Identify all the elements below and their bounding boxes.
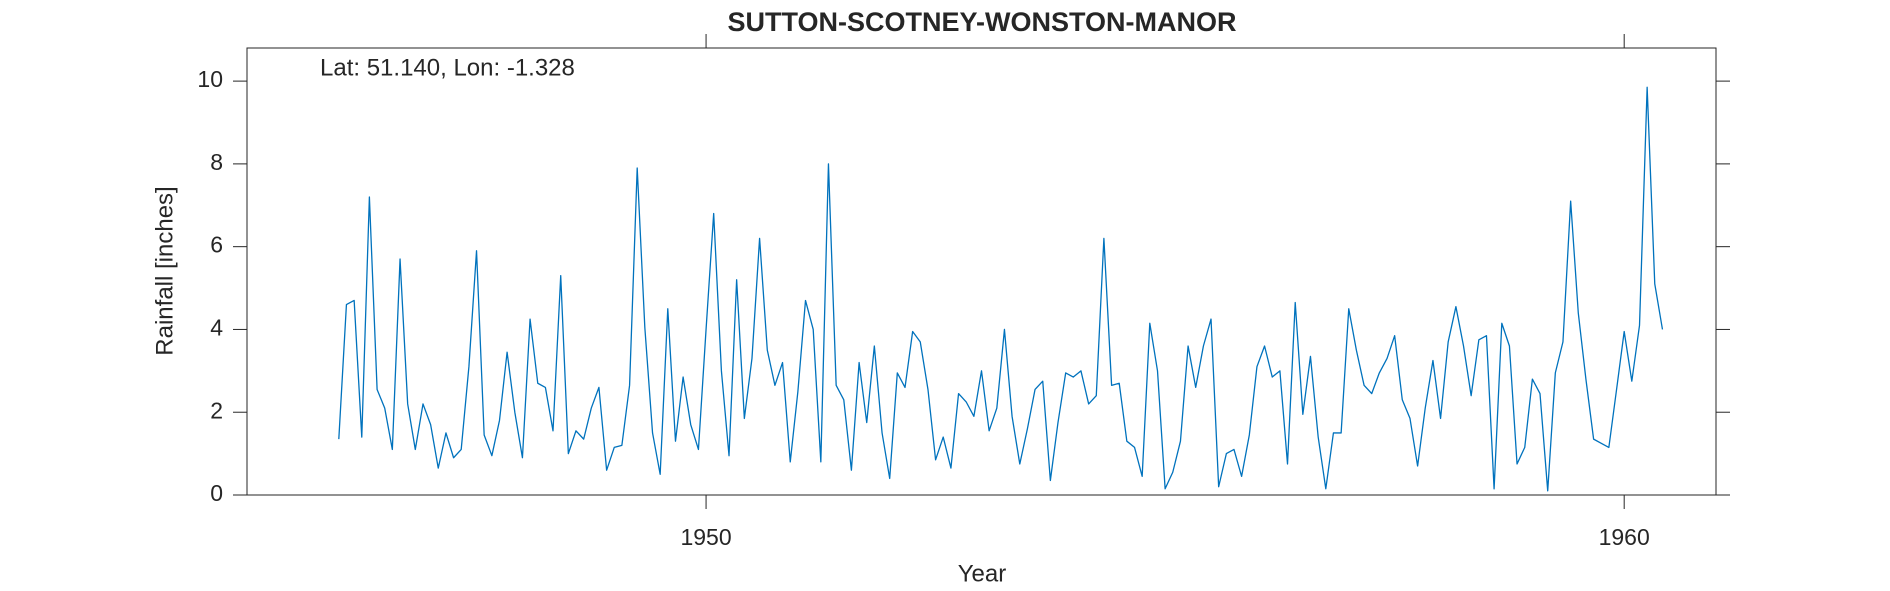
chart-title: SUTTON-SCOTNEY-WONSTON-MANOR bbox=[728, 7, 1237, 37]
rainfall-line bbox=[338, 86, 1664, 492]
y-tick-label: 6 bbox=[210, 232, 223, 258]
annotation: Lat: 51.140, Lon: -1.328 bbox=[320, 54, 575, 81]
x-tick-label: 1950 bbox=[680, 524, 731, 550]
axes-box bbox=[246, 47, 1717, 496]
y-tick-label: 4 bbox=[210, 315, 223, 341]
x-tick-label: 1960 bbox=[1599, 524, 1650, 550]
y-axis-label: Rainfall [inches] bbox=[151, 186, 178, 355]
y-tick-label: 2 bbox=[210, 397, 223, 423]
x-axis-label: Year bbox=[958, 560, 1007, 587]
y-tick-label: 0 bbox=[210, 480, 223, 506]
y-tick-label: 8 bbox=[210, 149, 223, 175]
y-tick-label: 10 bbox=[197, 66, 223, 92]
